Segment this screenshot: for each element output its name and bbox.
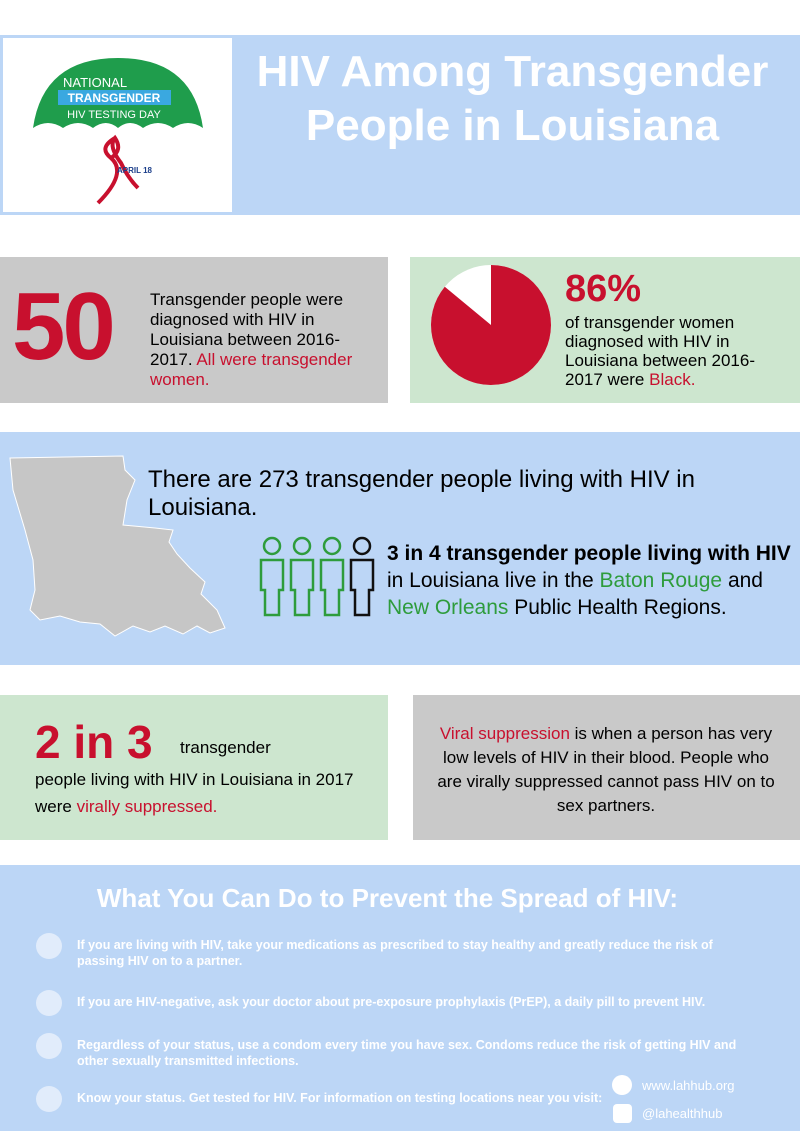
stat-text: Transgender people were diagnosed with H… [150,290,382,390]
text: Transgender people were diagnosed with H… [150,290,344,369]
region: Baton Rouge [599,569,723,592]
regions-text: 3 in 4 transgender people living with HI… [387,540,797,621]
logo: NATIONAL TRANSGENDER HIV TESTING DAY APR… [33,58,203,205]
prevention-item: If you are HIV-negative, ask your doctor… [77,995,706,1009]
percent-label: 86% [565,268,642,310]
map-shape [9,455,226,637]
panel [0,695,388,840]
title: HIV Among Transgender People in Louisian… [256,47,769,150]
pie-slice [431,265,551,385]
globe-icon [612,1075,632,1095]
definition-text: Viral suppression is when a person has v… [430,722,782,818]
text: 3 in 4 transgender people living with HI… [387,542,791,565]
panel [0,257,388,403]
louisiana-map [9,455,226,637]
stat-text: people living with HIV in Louisiana in 2… [35,766,365,820]
text: and [727,569,763,592]
contact-icons [612,1075,632,1123]
text: people living with HIV in Louisiana in 2… [35,770,354,816]
item-icon [36,990,62,1016]
logo-box: NATIONAL TRANSGENDER HIV TESTING DAY APR… [3,38,232,212]
living-text: There are 273 transgender people living … [148,466,695,521]
logo-date: APRIL 18 [117,166,153,175]
stat-text: of transgender women diagnosed with HIV … [565,313,790,389]
panel [413,695,800,840]
item-icon [36,1086,62,1112]
item-icon [36,933,62,959]
text: is when a person has very low levels of … [437,724,775,815]
prevention-item: Know your status. Get tested for HIV. Fo… [77,1091,603,1105]
big-number: 2 in 3 [35,716,153,768]
highlight: virally suppressed. [76,797,218,816]
prevention-item: If you are living with HIV, take your me… [77,938,713,968]
social: @lahealthhub [642,1106,723,1121]
prevention-item: Regardless of your status, use a condom … [77,1038,737,1068]
instagram-icon [613,1104,632,1123]
ribbon [96,134,140,205]
region: New Orleans [387,596,509,619]
logo-text: HIV TESTING DAY [67,109,161,121]
logo-text: NATIONAL [63,75,127,90]
big-number: 50 [12,273,116,380]
highlight: Black. [649,370,696,389]
prevention-title: What You Can Do to Prevent the Spread of… [96,883,679,913]
text: transgender [180,738,271,757]
logo-band [58,90,171,105]
logo-text: TRANSGENDER [68,91,161,105]
highlight: All were transgender women. [150,350,353,389]
text: in Louisiana live in the [387,569,594,592]
item-icon [36,1033,62,1059]
text: of transgender women diagnosed with HIV … [565,313,755,389]
term: Viral suppression [439,724,570,743]
people-icons [259,536,375,617]
pie-chart [431,265,551,385]
panel [0,865,800,1131]
website: www.lahhub.org [642,1078,735,1093]
text: Public Health Regions. [514,596,727,619]
